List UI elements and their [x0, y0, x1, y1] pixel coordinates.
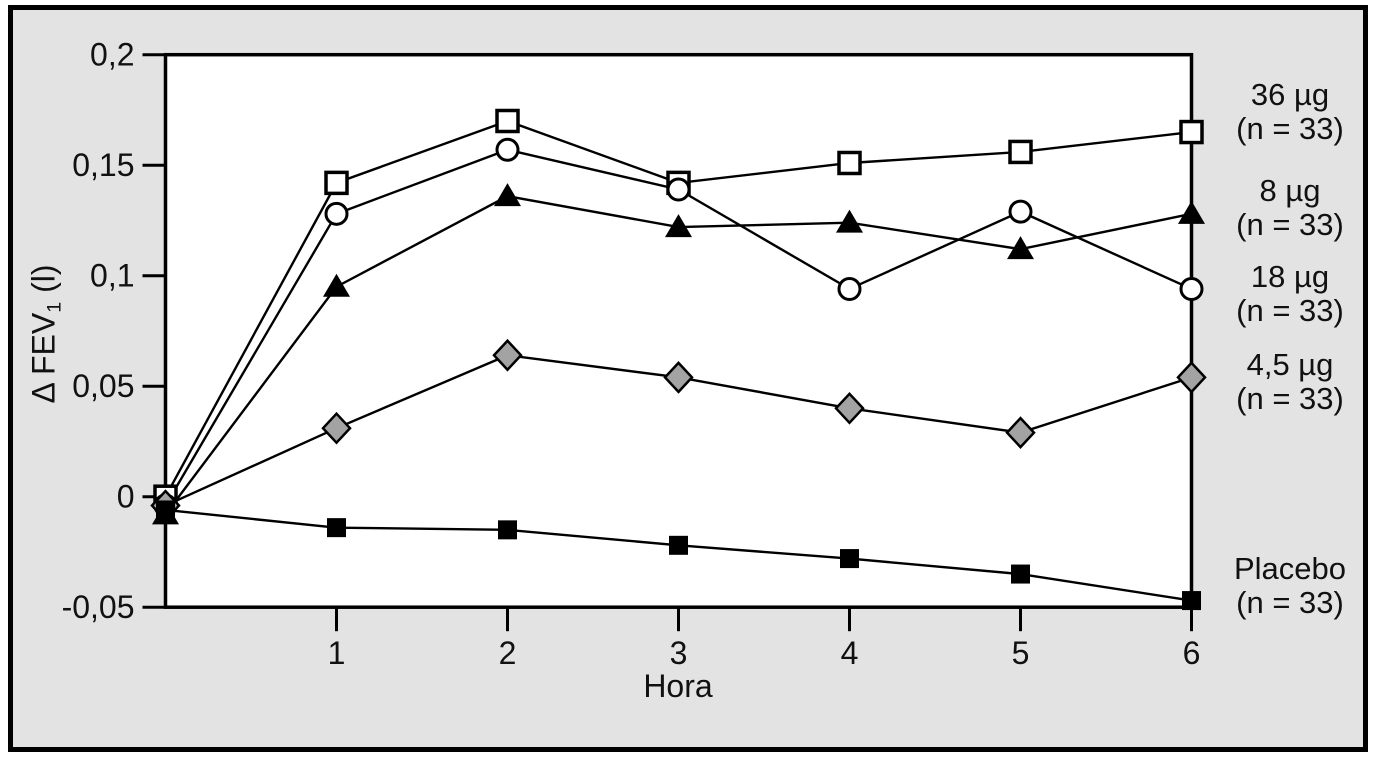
marker-open-square-s0 — [1008, 139, 1033, 165]
marker-gray-diamond-s3 — [321, 411, 352, 445]
legend-n-label: (n = 33) — [1236, 585, 1344, 620]
legend-series-label: 36 µg — [1250, 77, 1330, 112]
marker-filled-triangle-s1 — [836, 209, 863, 233]
marker-gray-diamond-s3 — [492, 338, 523, 372]
marker-filled-triangle-s1 — [665, 214, 692, 238]
legend-series-label: 18 µg — [1250, 259, 1330, 294]
legend-series-label: 8 µg — [1259, 173, 1321, 208]
marker-filled-triangle-s1 — [494, 183, 521, 207]
x-tick-label: 2 — [499, 635, 517, 671]
x-tick-label: 5 — [1012, 635, 1030, 671]
legend-series-label: Placebo — [1233, 551, 1347, 586]
y-axis-label-subscript: 1 — [43, 301, 66, 313]
y-axis-label: Δ FEV1 (l) — [26, 264, 67, 403]
x-tick-label: 3 — [670, 635, 688, 671]
y-tick-label: 0 — [117, 479, 135, 515]
marker-filled-square-s4 — [840, 549, 859, 569]
marker-filled-triangle-s1 — [323, 273, 350, 297]
legend-n-label: (n = 33) — [1236, 381, 1344, 416]
marker-filled-square-s4 — [1182, 591, 1201, 611]
marker-open-circle-s2 — [837, 276, 862, 301]
y-tick-label: 0,15 — [72, 147, 134, 183]
marker-gray-diamond-s3 — [1176, 361, 1207, 394]
plot-area — [163, 52, 1194, 609]
marker-gray-diamond-s3 — [834, 391, 865, 425]
marker-open-circle-s2 — [1008, 199, 1033, 224]
y-tick-label: 0,2 — [90, 37, 134, 73]
x-tick-label: 4 — [841, 635, 859, 671]
marker-gray-diamond-s3 — [663, 361, 694, 394]
marker-open-circle-s2 — [495, 137, 520, 162]
marker-filled-triangle-s1 — [1178, 200, 1205, 224]
marker-open-square-s0 — [1179, 119, 1204, 145]
legend-n-label: (n = 33) — [1236, 207, 1344, 242]
marker-filled-square-s4 — [156, 500, 175, 520]
y-axis-label-text: Δ FEV — [25, 312, 62, 404]
marker-open-square-s0 — [837, 150, 862, 176]
legend-entry-2: 18 µg (n = 33) — [1202, 260, 1378, 328]
legend-entry-1: 8 µg (n = 33) — [1202, 174, 1378, 242]
legend-entry-0: 36 µg (n = 33) — [1202, 78, 1378, 146]
legend-n-label: (n = 33) — [1236, 111, 1344, 146]
legend-entry-3: 4,5 µg (n = 33) — [1202, 348, 1378, 416]
marker-filled-square-s4 — [669, 535, 688, 555]
y-tick-label: 0,05 — [72, 368, 134, 404]
legend-series-label: 4,5 µg — [1246, 347, 1334, 382]
marker-open-circle-s2 — [324, 201, 349, 226]
x-tick-label: 1 — [328, 635, 346, 671]
marker-open-circle-s2 — [1179, 276, 1204, 301]
marker-open-square-s0 — [495, 108, 520, 134]
marker-filled-square-s4 — [1011, 564, 1030, 584]
x-axis-label: Hora — [643, 668, 713, 704]
x-tick-label: 6 — [1183, 635, 1201, 671]
legend-n-label: (n = 33) — [1236, 293, 1344, 328]
y-axis-label-units: (l) — [25, 264, 62, 302]
legend-entry-4: Placebo (n = 33) — [1202, 552, 1378, 620]
y-tick-label: 0,1 — [90, 258, 134, 294]
marker-open-circle-s2 — [666, 177, 691, 202]
marker-filled-triangle-s1 — [1007, 236, 1034, 260]
marker-filled-square-s4 — [498, 520, 517, 540]
y-tick-label: -0,05 — [62, 589, 135, 625]
marker-filled-square-s4 — [327, 518, 346, 538]
marker-open-square-s0 — [324, 170, 349, 196]
marker-gray-diamond-s3 — [1005, 416, 1036, 449]
